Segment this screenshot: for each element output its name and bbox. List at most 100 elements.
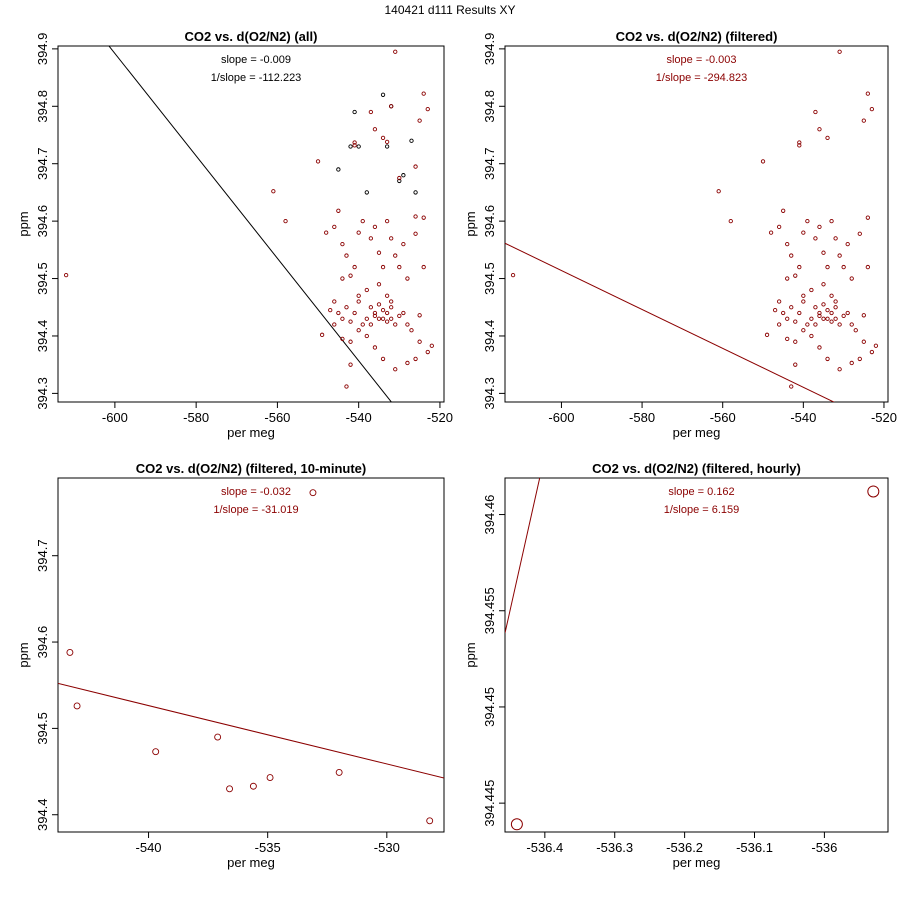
data-point bbox=[817, 224, 822, 230]
data-point bbox=[801, 293, 806, 298]
y-axis-label: ppm bbox=[16, 211, 31, 236]
data-point bbox=[817, 310, 822, 316]
data-point bbox=[821, 316, 826, 321]
data-point bbox=[389, 305, 394, 310]
data-point bbox=[348, 144, 353, 149]
slope-annotation: slope = -0.032 bbox=[221, 486, 291, 498]
y-tick-label: 394.6 bbox=[35, 626, 50, 659]
y-tick-label: 394.4 bbox=[35, 798, 50, 831]
y-tick-label: 394.9 bbox=[482, 33, 497, 66]
data-point bbox=[360, 218, 365, 224]
data-point bbox=[368, 236, 374, 241]
data-point bbox=[397, 264, 402, 270]
data-point bbox=[817, 313, 822, 319]
y-tick-label: 394.7 bbox=[482, 147, 497, 180]
data-point bbox=[837, 253, 842, 258]
data-point bbox=[152, 748, 160, 756]
x-tick-label: -540 bbox=[790, 410, 816, 425]
data-point bbox=[833, 299, 838, 304]
x-tick-label: -530 bbox=[374, 840, 400, 855]
data-point bbox=[384, 139, 390, 145]
data-point bbox=[380, 316, 386, 321]
data-point bbox=[817, 345, 822, 350]
x-tick-label: -560 bbox=[710, 410, 736, 425]
fit-line bbox=[505, 478, 541, 634]
data-point bbox=[861, 339, 866, 344]
data-point bbox=[356, 293, 361, 298]
data-point bbox=[865, 91, 870, 96]
x-tick-label: -560 bbox=[264, 410, 290, 425]
data-point bbox=[336, 167, 341, 172]
y-tick-label: 394.445 bbox=[482, 780, 497, 827]
data-point bbox=[364, 333, 369, 339]
data-point bbox=[340, 276, 345, 281]
data-point bbox=[344, 305, 349, 310]
data-point bbox=[384, 144, 390, 149]
data-point bbox=[861, 118, 866, 123]
data-point bbox=[809, 316, 814, 321]
data-point bbox=[857, 356, 862, 362]
y-tick-label: 394.8 bbox=[482, 90, 497, 123]
data-point bbox=[805, 322, 810, 327]
data-point bbox=[768, 230, 774, 235]
data-point bbox=[393, 49, 398, 54]
plot-frame bbox=[57, 45, 445, 403]
x-axis-label: per meg bbox=[673, 425, 721, 440]
data-point bbox=[837, 49, 842, 54]
data-point bbox=[397, 175, 402, 181]
data-point bbox=[352, 310, 357, 316]
data-point bbox=[368, 322, 374, 327]
data-point bbox=[372, 310, 378, 316]
data-point bbox=[352, 264, 357, 270]
data-point bbox=[405, 360, 410, 366]
data-point bbox=[348, 362, 353, 367]
x-tick-label: -540 bbox=[346, 410, 372, 425]
y-tick-label: 394.5 bbox=[35, 712, 50, 745]
data-point bbox=[421, 264, 426, 270]
data-point bbox=[384, 293, 390, 298]
data-point bbox=[841, 313, 846, 319]
data-point bbox=[801, 328, 806, 333]
y-tick-label: 394.45 bbox=[482, 687, 497, 727]
data-point bbox=[348, 339, 353, 344]
y-tick-label: 394.6 bbox=[482, 205, 497, 238]
x-tick-label: -536 bbox=[811, 840, 837, 855]
data-point bbox=[409, 138, 414, 143]
data-point bbox=[364, 190, 369, 195]
data-point bbox=[776, 322, 782, 327]
x-axis-label: per meg bbox=[227, 425, 275, 440]
data-point bbox=[813, 322, 818, 327]
x-tick-label: -520 bbox=[427, 410, 453, 425]
slope-annotation: slope = -0.003 bbox=[666, 54, 736, 66]
data-point bbox=[397, 178, 402, 184]
y-tick-label: 394.3 bbox=[482, 377, 497, 410]
data-point bbox=[63, 272, 69, 278]
data-point bbox=[426, 817, 434, 825]
data-point bbox=[776, 299, 782, 304]
data-point bbox=[809, 333, 814, 339]
x-axis-label: per meg bbox=[227, 855, 275, 870]
data-point bbox=[776, 224, 782, 230]
data-point bbox=[417, 339, 422, 344]
data-point bbox=[315, 159, 321, 164]
data-point bbox=[340, 316, 345, 321]
data-point bbox=[344, 384, 349, 389]
data-point bbox=[66, 648, 74, 656]
x-tick-label: -600 bbox=[548, 410, 574, 425]
data-point bbox=[372, 345, 378, 350]
data-point bbox=[376, 302, 382, 307]
data-point bbox=[869, 107, 875, 112]
data-point bbox=[805, 218, 810, 224]
data-point bbox=[405, 322, 410, 327]
data-point bbox=[409, 328, 414, 333]
data-point bbox=[821, 250, 826, 255]
data-point bbox=[849, 322, 854, 327]
data-point bbox=[764, 332, 770, 337]
data-point bbox=[833, 236, 838, 241]
data-point bbox=[417, 313, 422, 318]
data-point bbox=[785, 241, 790, 247]
data-point bbox=[309, 489, 317, 497]
data-point bbox=[837, 367, 842, 372]
data-point bbox=[789, 305, 794, 310]
